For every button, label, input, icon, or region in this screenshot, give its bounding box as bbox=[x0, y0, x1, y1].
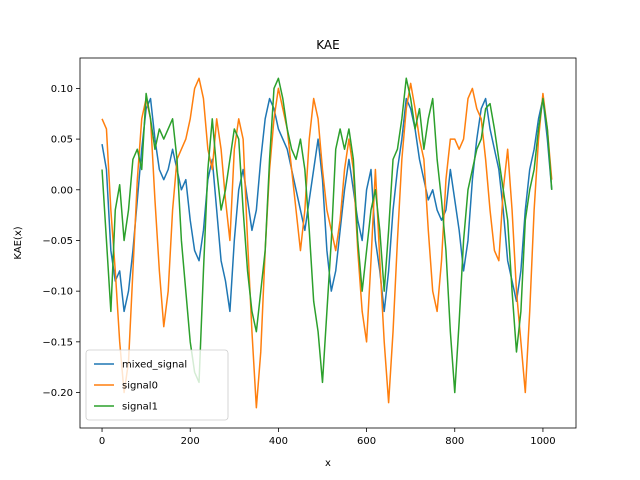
legend: mixed_signal signal0 signal1 bbox=[85, 349, 229, 421]
y-tick-label: 0.00 bbox=[51, 185, 73, 196]
legend-label: signal0 bbox=[122, 381, 158, 392]
y-tick-label: 0.05 bbox=[51, 135, 73, 146]
x-tick-label: 0 bbox=[99, 436, 105, 447]
plot-frame bbox=[79, 57, 577, 429]
chart-title: KAE bbox=[316, 38, 339, 52]
y-tick-label: −0.15 bbox=[42, 337, 73, 348]
y-tick-label: −0.05 bbox=[42, 236, 73, 247]
legend-label: signal1 bbox=[122, 402, 158, 413]
y-axis: −0.20 −0.15 −0.10 −0.05 0.00 0.05 0.10 bbox=[42, 84, 80, 399]
x-axis-label: x bbox=[325, 458, 331, 469]
legend-label: mixed_signal bbox=[122, 360, 187, 371]
y-axis-label: KAE(x) bbox=[13, 226, 24, 259]
y-tick-label: −0.10 bbox=[42, 287, 73, 298]
y-tick-label: −0.20 bbox=[42, 388, 73, 399]
x-tick-label: 400 bbox=[269, 436, 288, 447]
x-tick-label: 200 bbox=[181, 436, 200, 447]
x-tick-label: 800 bbox=[445, 436, 464, 447]
x-tick-label: 1000 bbox=[530, 436, 555, 447]
x-tick-label: 600 bbox=[357, 436, 376, 447]
legend-box bbox=[85, 349, 229, 421]
series-line-signal1 bbox=[101, 77, 553, 394]
y-tick-label: 0.10 bbox=[51, 84, 73, 95]
x-axis: 0 200 400 600 800 1000 bbox=[99, 428, 556, 447]
